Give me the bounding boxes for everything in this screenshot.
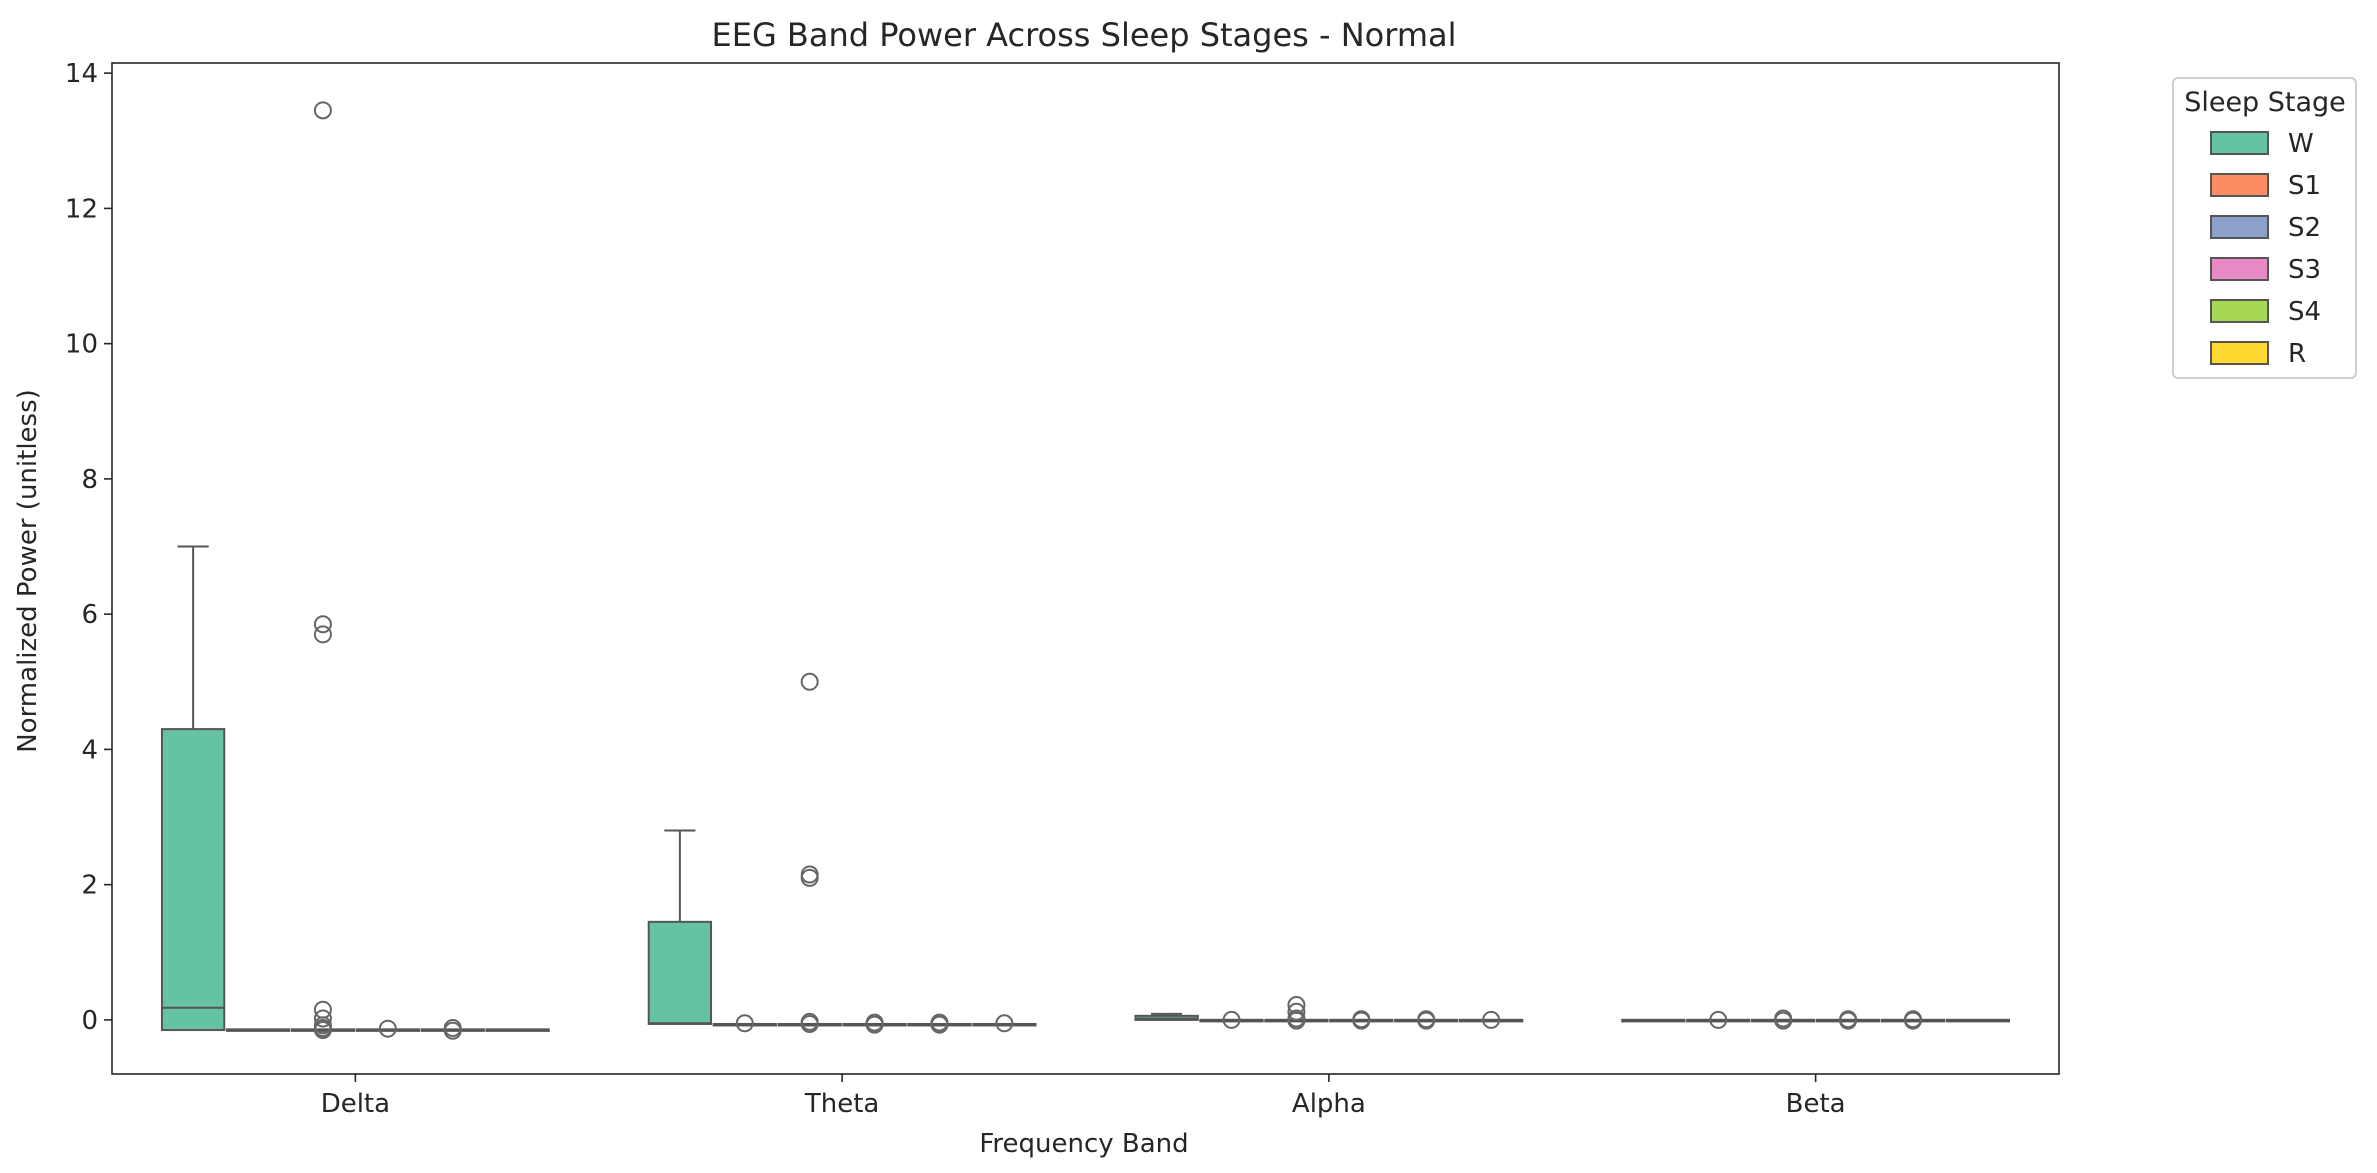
y-tick-label: 14 — [65, 59, 98, 89]
outlier-point — [313, 615, 332, 634]
outlier-point — [1287, 1002, 1306, 1021]
y-tick-label: 8 — [81, 465, 98, 495]
x-tick-label: Alpha — [1292, 1089, 1366, 1119]
outlier-point — [930, 1015, 949, 1034]
outlier-point — [800, 1014, 819, 1033]
x-axis-label: Frequency Band — [979, 1129, 1188, 1159]
outlier-point — [865, 1015, 884, 1034]
outlier-point — [313, 1009, 332, 1028]
outlier-point — [1839, 1011, 1858, 1030]
outlier-point — [313, 1021, 332, 1040]
outlier-point — [1482, 1010, 1501, 1029]
box-w-delta — [160, 728, 226, 1032]
outlier-point — [313, 101, 332, 120]
legend-swatch-s1 — [2210, 173, 2269, 197]
outlier-point — [1352, 1011, 1371, 1030]
legend-label-s1: S1 — [2288, 171, 2321, 201]
y-tick-label: 10 — [65, 330, 98, 360]
y-tick-label: 4 — [81, 735, 98, 765]
outlier-point — [1417, 1011, 1436, 1030]
x-tick-label: Beta — [1786, 1089, 1846, 1119]
legend-swatch-r — [2210, 341, 2269, 365]
outlier-point — [1709, 1010, 1728, 1029]
plot-frame — [111, 62, 2060, 1075]
legend-swatch-s3 — [2210, 257, 2269, 281]
outlier-point — [378, 1019, 397, 1038]
legend-label-s4: S4 — [2288, 297, 2321, 327]
y-tick-label: 12 — [65, 194, 98, 224]
outlier-point — [443, 1021, 462, 1040]
outlier-point — [800, 868, 819, 887]
legend-swatch-s2 — [2210, 215, 2269, 239]
outlier-point — [1287, 1011, 1306, 1030]
legend-title: Sleep Stage — [2184, 87, 2346, 118]
legend-label-s2: S2 — [2288, 213, 2321, 243]
legend-swatch-s4 — [2210, 299, 2269, 323]
outlier-point — [1903, 1011, 1922, 1030]
y-tick-label: 6 — [81, 600, 98, 630]
outlier-point — [735, 1014, 754, 1033]
outlier-point — [1774, 1011, 1793, 1030]
legend: Sleep Stage W S1 S2 S3 S4 R — [2172, 77, 2357, 379]
chart-title: EEG Band Power Across Sleep Stages - Nor… — [712, 16, 1457, 54]
x-tick-label: Delta — [321, 1089, 390, 1119]
outlier-point — [1222, 1010, 1241, 1029]
legend-swatch-w — [2210, 131, 2269, 155]
plot-area: 0 2 4 6 8 10 12 14 Delta Theta Alpha Beta — [65, 59, 2060, 1119]
legend-label-s3: S3 — [2288, 255, 2321, 285]
y-tick-label: 2 — [81, 871, 98, 901]
box-w-theta — [647, 920, 713, 1025]
legend-label-w: W — [2288, 129, 2314, 159]
y-tick-label: 0 — [81, 1006, 98, 1036]
outlier-point — [313, 625, 332, 644]
legend-label-r: R — [2288, 339, 2306, 369]
outlier-point — [800, 672, 819, 691]
outlier-point — [995, 1014, 1014, 1033]
x-tick-label: Theta — [804, 1089, 879, 1119]
y-axis-label: Normalized Power (unitless) — [13, 389, 43, 753]
